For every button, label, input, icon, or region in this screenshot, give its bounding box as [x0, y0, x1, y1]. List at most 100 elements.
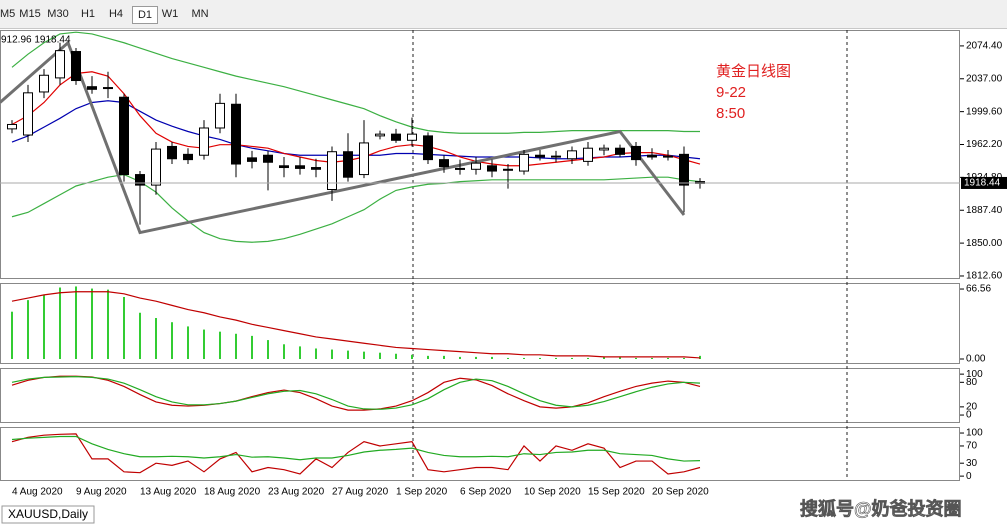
info-label: 912.96 1918.44	[1, 35, 71, 46]
panel-frame	[0, 283, 960, 364]
y-tick-label: 20	[966, 402, 978, 413]
candle-body	[647, 154, 657, 158]
timeframe-button[interactable]: M30	[47, 8, 69, 20]
histogram-bar	[651, 357, 653, 360]
histogram-bar	[571, 357, 573, 360]
candle-body	[615, 147, 625, 155]
candle-body	[87, 86, 97, 90]
annotation: 8:50	[716, 105, 745, 122]
histogram-bar	[523, 357, 525, 360]
candle-body	[327, 151, 337, 191]
indicator-line	[11, 435, 701, 462]
histogram-bar	[619, 356, 621, 360]
histogram-bar	[683, 357, 685, 360]
indicator-line	[11, 375, 701, 411]
candle-body	[7, 123, 17, 130]
histogram-bar	[91, 288, 93, 360]
histogram-bar	[331, 349, 333, 360]
candle-body	[663, 155, 673, 158]
symbol-tab	[1, 505, 95, 524]
panel-frame	[0, 30, 960, 279]
indicator-line	[11, 173, 701, 243]
last-price-label: 1918.44	[964, 178, 1001, 189]
candle-body	[583, 147, 593, 162]
y-tick-label: 1887.40	[966, 205, 1003, 216]
candle-body	[135, 174, 145, 186]
histogram-bar	[427, 355, 429, 360]
histogram-bar	[267, 340, 269, 360]
timeframe-button[interactable]: H1	[80, 8, 96, 20]
candle-body	[503, 168, 513, 171]
histogram-bar	[219, 331, 221, 360]
histogram-bar	[347, 350, 349, 360]
candle-body	[119, 96, 129, 176]
histogram-bar	[107, 289, 109, 360]
candle-body	[407, 133, 417, 141]
candle-body	[231, 103, 241, 165]
x-tick-label: 27 Aug 2020	[332, 487, 389, 498]
y-tick-label: 80	[966, 377, 978, 388]
candle-body	[359, 142, 369, 176]
watermark: 搜狐号@奶爸投资圈	[800, 498, 962, 519]
histogram-bar	[635, 357, 637, 360]
indicator-line	[11, 100, 701, 160]
timeframe-button[interactable]: M5	[0, 8, 16, 20]
toolbar: M5 M15 M30 H1 H4 D1 W1 MN	[0, 0, 1007, 29]
candle-body	[39, 74, 49, 93]
candle-body	[487, 165, 497, 172]
timeframe-button[interactable]: W1	[161, 8, 179, 20]
timeframe-button[interactable]: MN	[191, 8, 209, 20]
candle-body	[71, 51, 81, 82]
histogram-bar	[27, 300, 29, 360]
indicator-line	[11, 71, 701, 167]
timeframe-button[interactable]: D1	[132, 6, 158, 24]
y-tick-label: 1850.00	[966, 238, 1003, 249]
y-tick-label: 1962.20	[966, 139, 1003, 150]
y-tick-label: 0	[966, 410, 972, 421]
histogram-bar	[203, 329, 205, 360]
candle-body	[215, 102, 225, 129]
timeframe-button[interactable]: M15	[19, 8, 41, 20]
x-tick-label: 9 Aug 2020	[76, 487, 127, 498]
candle-body	[551, 155, 561, 158]
histogram-bar	[235, 333, 237, 360]
histogram-bar	[475, 356, 477, 360]
histogram-bar	[59, 287, 61, 360]
histogram-bar	[43, 294, 45, 360]
indicator-line	[11, 291, 701, 359]
candle-body	[343, 151, 353, 178]
indicator-line	[11, 31, 700, 134]
timeframe-button[interactable]: H4	[108, 8, 124, 20]
candle-body	[295, 165, 305, 169]
candle-body	[679, 153, 689, 186]
indicator-line	[11, 433, 701, 475]
y-tick-label: 2074.40	[966, 41, 1003, 52]
indicator-line	[11, 375, 701, 410]
symbol-tab-label: XAUUSD,Daily	[8, 507, 88, 521]
histogram-bar	[251, 335, 253, 360]
y-tick-label: 100	[966, 369, 983, 380]
x-tick-label: 10 Sep 2020	[524, 487, 581, 498]
histogram-bar	[667, 357, 669, 360]
candle-body	[103, 87, 113, 90]
y-tick-label: 100	[966, 428, 983, 439]
y-tick-label: 30	[966, 458, 978, 469]
candle-body	[423, 135, 433, 161]
annotation: 黄金日线图	[716, 63, 791, 80]
histogram-bar	[11, 311, 13, 360]
histogram-bar	[123, 296, 125, 360]
candle-body	[167, 145, 177, 160]
x-tick-label: 13 Aug 2020	[140, 487, 197, 498]
histogram-bar	[75, 286, 77, 360]
x-tick-label: 23 Aug 2020	[268, 487, 325, 498]
histogram-bar	[283, 344, 285, 360]
x-tick-label: 1 Sep 2020	[396, 487, 448, 498]
y-tick-label: 0	[966, 471, 972, 482]
y-tick-label: 0.00	[966, 354, 986, 365]
candle-body	[263, 154, 273, 163]
y-tick-label: 70	[966, 441, 978, 452]
histogram-bar	[299, 346, 301, 360]
histogram-bar	[459, 356, 461, 360]
histogram-bar	[363, 351, 365, 360]
x-tick-label: 4 Aug 2020	[12, 487, 63, 498]
